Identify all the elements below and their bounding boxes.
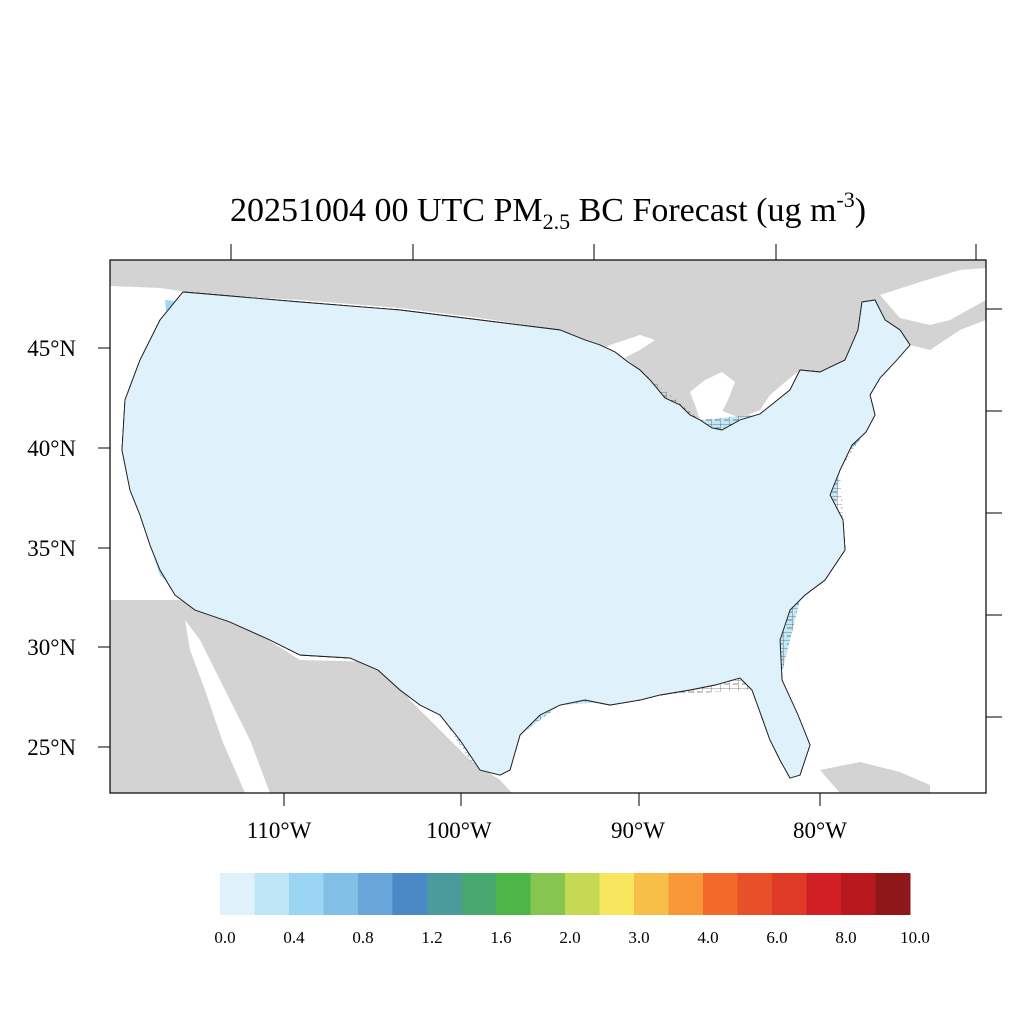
canada-land: [110, 260, 986, 420]
colorbar-swatch: [530, 873, 566, 915]
colorbar-swatch: [496, 873, 531, 915]
map-frame: [109, 259, 987, 794]
colorbar-swatch: [806, 873, 842, 915]
colorbar-tick-label: 8.0: [835, 928, 856, 947]
lake-huron: [690, 372, 735, 425]
colorbar-swatch: [841, 873, 876, 915]
colorbar-swatch: [358, 873, 393, 915]
colorbar-swatch: [634, 873, 669, 915]
lon-label: 90°W: [611, 818, 665, 843]
lat-label: 40°N: [27, 436, 76, 461]
colorbar-swatch: [323, 873, 359, 915]
lat-label: 25°N: [27, 735, 76, 760]
longitude-axis: 110°W 100°W 90°W 80°W: [247, 793, 847, 843]
colorbar-swatch: [703, 873, 738, 915]
title-subscript: 2.5: [543, 209, 571, 234]
colorbar-swatch: [427, 873, 462, 915]
colorbar-tick-label: 0.4: [283, 928, 305, 947]
colorbar-swatch: [289, 873, 324, 915]
colorbar-swatch: [254, 873, 290, 915]
colorbar-tick-label: 10.0: [900, 928, 930, 947]
title-middle: BC Forecast (ug m: [570, 192, 836, 229]
figure-title: 20251004 00 UTC PM2.5 BC Forecast (ug m-…: [230, 187, 866, 234]
cuba-land: [820, 762, 930, 793]
colorbar-tick-label: 4.0: [697, 928, 718, 947]
mexico-land: [110, 600, 512, 793]
colorbar-swatch: [599, 873, 635, 915]
gulf-st-lawrence: [880, 268, 986, 325]
lat-label: 30°N: [27, 635, 76, 660]
colorbar: [220, 873, 911, 915]
title-suffix: ): [855, 192, 866, 229]
title-prefix: 20251004 00 UTC PM: [230, 192, 543, 229]
colorbar-tick-label: 1.6: [490, 928, 511, 947]
map-panel: [110, 260, 986, 793]
top-ticks: [230, 244, 977, 260]
colorbar-tick-label: 6.0: [766, 928, 787, 947]
colorbar-swatch: [737, 873, 773, 915]
colorbar-swatch: [220, 873, 255, 915]
baja-california: [185, 620, 270, 793]
lon-label: 100°W: [426, 818, 492, 843]
lon-label: 80°W: [793, 818, 847, 843]
colorbar-swatch: [461, 873, 497, 915]
colorbar-swatch: [565, 873, 600, 915]
colorbar-swatch: [772, 873, 807, 915]
latitude-axis: 45°N 40°N 35°N 30°N 25°N: [27, 336, 110, 760]
colorbar-tick-label: 3.0: [628, 928, 649, 947]
colorbar-tick-label: 1.2: [421, 928, 442, 947]
lon-label: 110°W: [247, 818, 312, 843]
colorbar-swatch: [668, 873, 704, 915]
colorbar-swatch: [875, 873, 911, 915]
colorbar-tick-label: 0.0: [214, 928, 235, 947]
lat-label: 45°N: [27, 336, 76, 361]
colorbar-tick-label: 2.0: [559, 928, 580, 947]
lat-label: 35°N: [27, 536, 76, 561]
title-superscript: -3: [836, 187, 854, 212]
colorbar-swatch: [392, 873, 428, 915]
colorbar-tick-label: 0.8: [352, 928, 373, 947]
right-ticks: [986, 308, 1002, 718]
colorbar-labels: 0.0 0.4 0.8 1.2 1.6 2.0 3.0 4.0 6.0 8.0 10.0: [214, 928, 930, 947]
